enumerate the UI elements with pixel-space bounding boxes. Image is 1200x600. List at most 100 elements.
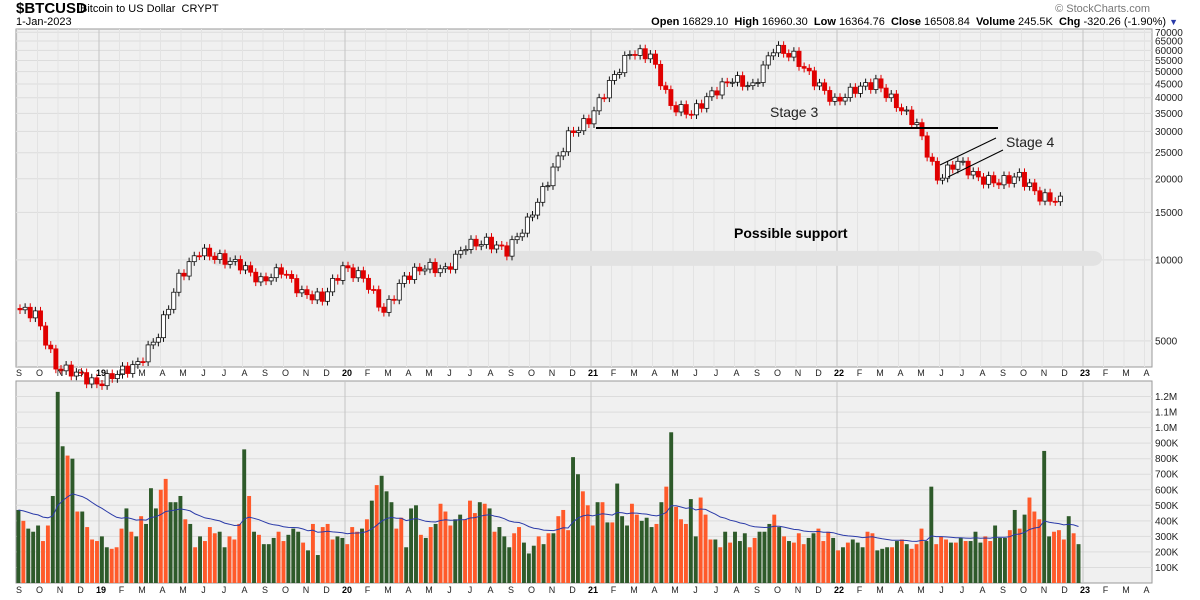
price-tick-label: 5000 bbox=[1155, 336, 1178, 347]
candle-body bbox=[688, 113, 694, 116]
volume-bar bbox=[899, 539, 904, 583]
candle-body bbox=[58, 368, 64, 372]
volume-bar bbox=[369, 500, 374, 583]
volume-bar bbox=[610, 522, 615, 583]
candle-body bbox=[463, 249, 469, 252]
month-tick-label: D bbox=[1061, 368, 1068, 378]
month-tick-label: O bbox=[1020, 585, 1027, 595]
volume-bar bbox=[168, 502, 173, 583]
volume-bar bbox=[345, 544, 350, 583]
candle-body bbox=[509, 239, 515, 257]
candle-body bbox=[125, 365, 131, 374]
chevron-down-icon[interactable]: ▼ bbox=[1169, 17, 1178, 27]
volume-bar bbox=[418, 534, 423, 583]
volume-bar bbox=[301, 542, 306, 583]
volume-bar bbox=[600, 502, 605, 583]
volume-bar bbox=[482, 503, 487, 583]
candle-body bbox=[304, 289, 310, 296]
candle-body bbox=[765, 55, 771, 66]
volume-bar bbox=[109, 548, 114, 583]
month-tick-label: D bbox=[323, 585, 330, 595]
month-tick-label: S bbox=[508, 585, 514, 595]
candle-body bbox=[340, 265, 346, 281]
volume-bar bbox=[698, 497, 703, 583]
volume-bar bbox=[379, 475, 384, 583]
volume-bar bbox=[585, 505, 590, 583]
month-tick-label: N bbox=[57, 585, 64, 595]
volume-bar bbox=[443, 511, 448, 583]
month-tick-label: J bbox=[960, 585, 965, 595]
candle-body bbox=[642, 48, 648, 60]
volume-bar bbox=[654, 523, 659, 583]
candle-body bbox=[248, 265, 254, 273]
month-tick-label: D bbox=[815, 585, 822, 595]
candle-body bbox=[130, 364, 136, 374]
candle-body bbox=[166, 308, 172, 316]
candle-body bbox=[909, 109, 915, 126]
month-tick-label: 20 bbox=[342, 368, 352, 378]
volume-bar bbox=[718, 547, 723, 583]
candle-body bbox=[863, 82, 869, 87]
candle-body bbox=[986, 175, 992, 185]
volume-bar bbox=[845, 542, 850, 583]
volume-bar bbox=[212, 533, 217, 583]
volume-bar bbox=[188, 523, 193, 583]
candle-body bbox=[161, 314, 166, 339]
candle-body bbox=[458, 250, 464, 255]
volume-bar bbox=[507, 547, 512, 583]
candle-body bbox=[719, 81, 725, 96]
candle-body bbox=[632, 54, 638, 56]
candle-body bbox=[268, 277, 274, 282]
volume-bar bbox=[757, 531, 762, 583]
volume-bar bbox=[198, 536, 202, 583]
candle-body bbox=[781, 44, 787, 54]
volume-bar bbox=[119, 528, 124, 583]
volume-bar bbox=[114, 547, 119, 583]
volume-bar bbox=[703, 514, 708, 583]
volume-bar bbox=[1002, 537, 1007, 583]
candle-body bbox=[755, 82, 761, 84]
candle-body bbox=[1057, 195, 1063, 203]
volume-bar bbox=[134, 536, 139, 583]
month-tick-label: N bbox=[57, 368, 64, 378]
volume-bar bbox=[580, 491, 585, 583]
candle-body bbox=[68, 364, 74, 377]
candle-body bbox=[79, 371, 84, 374]
volume-bar bbox=[320, 527, 325, 583]
volume-bar bbox=[1066, 516, 1071, 583]
volume-bar bbox=[149, 488, 153, 583]
volume-bar bbox=[291, 528, 296, 583]
candle-body bbox=[99, 383, 105, 387]
volume-bar bbox=[414, 505, 418, 583]
volume-bar bbox=[207, 527, 212, 583]
volume-bar bbox=[330, 539, 335, 583]
candle-body bbox=[109, 373, 115, 380]
month-tick-label: A bbox=[979, 585, 985, 595]
month-tick-label: J bbox=[201, 368, 206, 378]
volume-bar bbox=[919, 528, 924, 583]
volume-tick-label: 1.0M bbox=[1155, 423, 1177, 434]
month-tick-label: A bbox=[1143, 368, 1149, 378]
candle-body bbox=[540, 186, 546, 203]
candle-body bbox=[699, 103, 705, 109]
ticker-symbol: $BTCUSD bbox=[16, 0, 87, 17]
volume-bar bbox=[472, 513, 477, 583]
candle-body bbox=[196, 255, 202, 258]
stage4-label: Stage 4 bbox=[1006, 134, 1054, 150]
volume-tick-label: 800K bbox=[1155, 454, 1179, 465]
candle-body bbox=[786, 53, 792, 58]
candle-body bbox=[847, 86, 853, 98]
month-tick-label: N bbox=[1041, 368, 1048, 378]
candle-body bbox=[1032, 182, 1038, 192]
volume-bar bbox=[968, 541, 973, 583]
candle-body bbox=[468, 238, 474, 250]
volume-bar bbox=[458, 514, 463, 583]
volume-bar bbox=[1071, 533, 1076, 583]
volume-bar bbox=[782, 536, 787, 583]
volume-bar bbox=[742, 533, 747, 583]
candle-body bbox=[724, 81, 730, 84]
volume-bar bbox=[448, 525, 453, 583]
volume-bar bbox=[855, 542, 860, 583]
volume-bar bbox=[772, 514, 777, 583]
candle-body bbox=[945, 164, 951, 179]
